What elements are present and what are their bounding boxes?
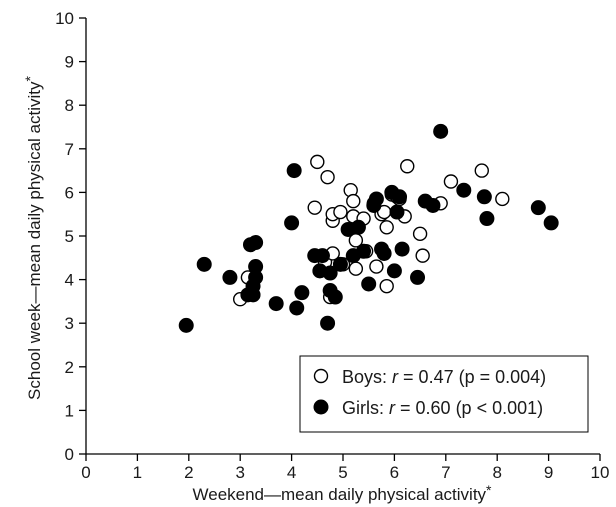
- data-point-girls: [222, 269, 238, 285]
- data-point-girls: [294, 285, 310, 301]
- data-point-girls: [530, 200, 546, 216]
- x-tick-label: 10: [591, 463, 610, 482]
- y-tick-label: 7: [65, 140, 74, 159]
- data-point-girls: [289, 300, 305, 316]
- data-point-boys: [379, 278, 394, 294]
- legend-series-name-boys: Boys: [342, 367, 382, 387]
- data-point-girls: [456, 182, 472, 198]
- axes: 0 1 2 3 4 5 6 7 8 9 10 0 1 2 3 4 5 6 7 8 9 10: [55, 9, 609, 482]
- data-point-boys: [495, 191, 510, 207]
- x-tick-label: 3: [235, 463, 244, 482]
- x-tick-label: 6: [390, 463, 399, 482]
- legend-stat-value-boys: = 0.47 (p = 0.004): [398, 367, 546, 387]
- data-point-boys: [415, 248, 430, 263]
- data-point-girls: [479, 211, 495, 227]
- legend-label-girls: Girls: r = 0.60 (p < 0.001): [342, 398, 543, 418]
- data-point-girls: [248, 235, 264, 251]
- data-point-girls: [322, 265, 338, 281]
- data-point-girls: [268, 296, 284, 312]
- x-axis-title: Weekend—mean daily physical activity*: [193, 482, 493, 504]
- data-point-boys: [443, 174, 459, 189]
- x-tick-label: 8: [492, 463, 501, 482]
- x-axis-title-text: Weekend—mean daily physical activity: [193, 485, 487, 504]
- legend-stat-symbol-girls: r: [389, 398, 396, 418]
- data-point-boys: [320, 169, 335, 185]
- data-point-girls: [178, 317, 194, 333]
- data-point-girls: [284, 215, 300, 231]
- legend-box: [299, 355, 589, 433]
- data-point-girls: [332, 256, 348, 272]
- y-axis-title-text: School week—mean daily physical activity: [25, 81, 44, 400]
- y-tick-label: 10: [55, 9, 74, 28]
- y-tick-label: 3: [65, 314, 74, 333]
- y-tick-label: 9: [65, 53, 74, 72]
- y-tick-label: 8: [65, 96, 74, 115]
- data-point-boys: [348, 261, 364, 276]
- data-point-girls: [361, 276, 377, 292]
- data-point-girls: [543, 215, 559, 231]
- data-point-girls: [476, 189, 492, 205]
- data-point-girls: [196, 256, 212, 272]
- legend-entry-boys: Boys: r = 0.47 (p = 0.004): [313, 367, 546, 387]
- y-tick-label: 4: [65, 271, 74, 290]
- data-point-boys: [474, 163, 489, 178]
- data-point-boys: [333, 204, 348, 220]
- data-point-boys: [369, 259, 384, 274]
- data-point-boys: [346, 193, 361, 209]
- data-point-girls: [392, 189, 408, 205]
- data-point-girls: [433, 123, 449, 139]
- data-point-boys: [379, 220, 394, 235]
- legend-label-boys: Boys: r = 0.47 (p = 0.004): [342, 367, 546, 387]
- x-tick-label: 4: [287, 463, 296, 482]
- legend-marker-boys: [313, 368, 329, 384]
- y-tick-label: 0: [65, 445, 74, 464]
- legend: Boys: r = 0.47 (p = 0.004) Girls: r = 0.…: [299, 355, 589, 433]
- x-axis-title-marker: *: [486, 482, 492, 498]
- data-point-girls: [314, 248, 330, 264]
- x-tick-label: 7: [441, 463, 450, 482]
- data-point-boys: [400, 159, 415, 174]
- data-point-girls: [327, 289, 343, 305]
- x-tick-label: 2: [184, 463, 193, 482]
- data-point-boys: [412, 226, 428, 242]
- data-point-girls: [286, 163, 302, 179]
- data-point-boys: [310, 154, 325, 170]
- y-tick-label: 1: [65, 401, 74, 420]
- y-tick-label: 6: [65, 183, 74, 202]
- data-point-girls: [248, 269, 264, 285]
- data-point-girls: [386, 263, 402, 279]
- data-point-girls: [394, 241, 410, 257]
- data-point-boys: [307, 200, 322, 215]
- x-tick-label: 5: [338, 463, 347, 482]
- data-points: [178, 123, 559, 333]
- data-point-girls: [410, 269, 426, 285]
- y-axis-title: School week—mean daily physical activity…: [22, 76, 44, 400]
- x-tick-label: 9: [544, 463, 553, 482]
- data-point-girls: [368, 191, 384, 207]
- legend-marker-girls: [313, 399, 329, 415]
- x-tick-label: 0: [81, 463, 90, 482]
- legend-entry-girls: Girls: r = 0.60 (p < 0.001): [313, 398, 543, 418]
- legend-stat-symbol-boys: r: [392, 367, 399, 387]
- y-tick-label: 5: [65, 227, 74, 246]
- x-tick-label: 1: [133, 463, 142, 482]
- y-tick-label: 2: [65, 358, 74, 377]
- data-point-girls: [320, 315, 336, 331]
- data-point-girls: [389, 204, 405, 220]
- legend-stat-value-girls: = 0.60 (p < 0.001): [395, 398, 543, 418]
- legend-series-name-girls: Girls: [342, 398, 379, 418]
- data-point-girls: [356, 243, 372, 259]
- data-point-girls: [350, 219, 366, 235]
- data-point-girls: [376, 245, 392, 261]
- y-axis-title-marker: *: [22, 76, 38, 82]
- data-point-girls: [425, 197, 441, 213]
